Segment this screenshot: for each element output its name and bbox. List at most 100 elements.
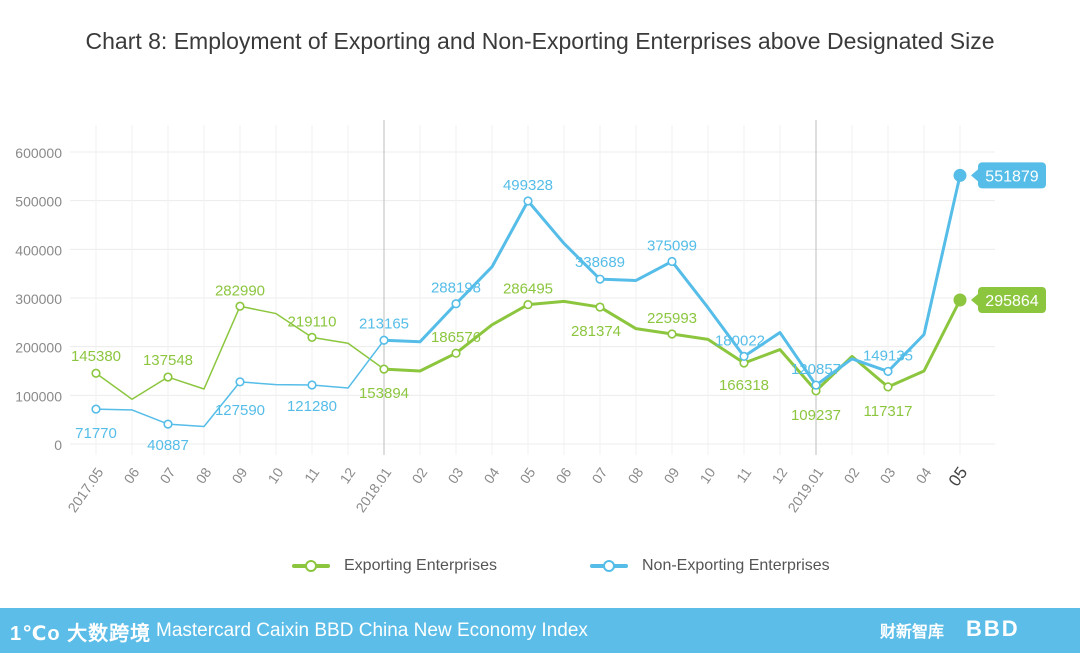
y-tick-label: 600000 [15, 145, 62, 161]
data-point-exporting [91, 368, 101, 378]
x-tick-label: 2017.05 [64, 464, 106, 515]
data-label-non-exporting: 40887 [147, 437, 189, 454]
index-name: Mastercard Caixin BBD China New Economy … [156, 620, 588, 641]
x-tick-label: 05 [945, 463, 971, 489]
data-point-exporting [953, 293, 967, 307]
legend-label-exporting: Exporting Enterprises [344, 557, 497, 574]
x-tick-label: 04 [480, 464, 502, 486]
data-point-non-exporting [523, 196, 533, 206]
data-point-non-exporting [451, 299, 461, 309]
data-label-exporting: 225993 [647, 310, 697, 327]
x-tick-label: 09 [660, 464, 682, 486]
legend-swatch-exporting-icon [292, 556, 330, 576]
data-point-exporting [451, 348, 461, 358]
line-chart: 0 100000 200000 300000 400000 500000 600000 201… [15, 120, 1046, 515]
data-label-exporting: 219110 [288, 313, 337, 330]
data-label-exporting: 166318 [719, 377, 769, 394]
data-point-non-exporting [811, 380, 821, 390]
data-point-exporting [379, 364, 389, 374]
x-tick-label: 03 [876, 464, 898, 486]
x-tick-label: 08 [192, 464, 214, 486]
data-label-non-exporting: 149135 [863, 347, 913, 364]
data-point-exporting [595, 302, 605, 312]
data-label-exporting: 282990 [215, 282, 265, 299]
x-tick-label: 2019.01 [784, 464, 826, 515]
x-tick-label: 09 [228, 464, 250, 486]
data-point-exporting [235, 301, 245, 311]
caixin-logo: 财新智库 [880, 624, 945, 641]
end-label-pointer-non-exporting [971, 169, 978, 182]
x-tick-label: 06 [552, 464, 574, 486]
data-point-non-exporting [91, 404, 101, 414]
data-label-non-exporting: 338689 [575, 254, 625, 271]
data-label-exporting: 117317 [864, 403, 913, 420]
end-label-exporting: 295864 [985, 293, 1038, 310]
data-point-non-exporting [739, 351, 749, 361]
y-tick-label: 0 [54, 437, 62, 453]
data-label-non-exporting: 499328 [503, 177, 553, 194]
x-tick-label: 10 [696, 464, 718, 486]
data-label-exporting: 137548 [143, 352, 193, 369]
x-tick-label: 07 [588, 464, 610, 486]
data-label-exporting: 109237 [791, 407, 841, 424]
bbd-logo: BBD [966, 616, 1020, 641]
legend-swatch-non-exporting-icon [590, 556, 628, 576]
data-point-non-exporting [307, 380, 317, 390]
y-tick-label: 500000 [15, 194, 62, 210]
data-point-exporting [883, 382, 893, 392]
x-tick-label: 08 [624, 464, 646, 486]
data-label-non-exporting: 120857 [791, 361, 841, 378]
data-label-exporting: 145380 [71, 348, 121, 365]
legend-label-non-exporting: Non-Exporting Enterprises [642, 557, 830, 574]
data-label-non-exporting: 127590 [215, 402, 265, 419]
data-label-non-exporting: 71770 [75, 425, 117, 442]
y-tick-label: 200000 [15, 340, 62, 356]
x-tick-label: 02 [408, 464, 430, 486]
data-label-non-exporting: 121280 [287, 398, 337, 415]
x-tick-label: 11 [301, 464, 323, 485]
x-tick-label: 2018.01 [352, 464, 394, 515]
data-point-non-exporting [163, 419, 173, 429]
data-point-non-exporting [953, 168, 967, 182]
x-tick-label: 12 [768, 464, 790, 486]
x-tick-label: 12 [336, 464, 358, 486]
y-tick-label: 100000 [15, 388, 62, 404]
legend-item-exporting[interactable]: Exporting Enterprises [292, 556, 497, 576]
x-tick-label: 03 [444, 464, 466, 486]
end-label-box-exporting [978, 287, 1046, 314]
data-point-exporting [163, 372, 173, 382]
end-label-box-non-exporting [978, 162, 1046, 189]
y-tick-label: 400000 [15, 242, 62, 258]
x-tick-label: 02 [840, 464, 862, 486]
data-point-non-exporting [667, 256, 677, 267]
data-label-exporting: 281374 [571, 323, 621, 340]
legend-item-non-exporting[interactable]: Non-Exporting Enterprises [590, 556, 830, 576]
data-label-exporting: 153894 [359, 385, 409, 402]
data-label-non-exporting: 375099 [647, 237, 697, 254]
x-tick-label: 04 [912, 464, 934, 486]
data-label-exporting: 186576 [431, 329, 481, 346]
data-point-exporting [307, 332, 317, 342]
y-tick-label: 300000 [15, 291, 62, 307]
data-label-exporting: 286495 [503, 281, 553, 298]
x-tick-label: 06 [120, 464, 142, 486]
end-label-non-exporting: 551879 [985, 168, 1038, 185]
data-point-non-exporting [883, 366, 893, 377]
end-label-pointer-exporting [971, 294, 978, 307]
data-point-exporting [523, 299, 533, 310]
data-point-non-exporting [595, 274, 605, 284]
data-label-non-exporting: 180022 [715, 332, 765, 349]
legend: Exporting Enterprises Non-Exporting Ente… [0, 556, 1080, 580]
data-label-non-exporting: 288198 [431, 280, 481, 297]
x-tick-label: 11 [733, 464, 755, 485]
dashuju-logo: 1℃o 大数跨境 [10, 623, 152, 645]
footer-bar: 1℃o 大数跨境 Mastercard Caixin BBD China New… [0, 608, 1080, 653]
x-tick-label: 05 [516, 464, 538, 486]
x-tick-label: 10 [264, 464, 286, 486]
data-label-non-exporting: 213165 [359, 315, 409, 332]
x-tick-label: 07 [156, 464, 178, 486]
data-point-exporting [667, 329, 677, 339]
data-point-non-exporting [235, 377, 245, 387]
chart-title: Chart 8: Employment of Exporting and Non… [85, 28, 995, 54]
data-point-non-exporting [379, 335, 389, 345]
